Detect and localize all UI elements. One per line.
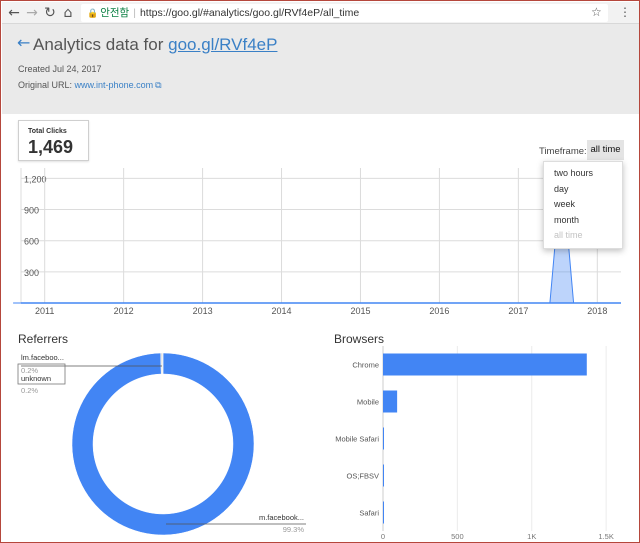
x-tick-label: 1K [527,532,536,541]
pct-lm-facebook: 0.2% [21,366,38,375]
pct-unknown: 0.2% [21,386,38,395]
page-header: ← Analytics data for goo.gl/RVf4eP Creat… [2,24,639,114]
title-prefix: Analytics data for [33,35,164,54]
original-url: Original URL: www.int-phone.com ⧉ [18,80,162,91]
x-tick-label: 2014 [272,306,292,316]
browsers-bar-chart: 0 500 1K 1.5K Chrome Mobile Mobile Safari OS;FB… [335,346,614,541]
y-tick-label: 600 [24,237,39,247]
secure-label: 안전함 [100,7,130,19]
home-icon[interactable]: ⌂ [63,5,73,21]
x-tick-label: 1.5K [598,532,613,541]
category-label: Safari [359,509,379,518]
back-arrow-icon[interactable]: ← [17,33,31,52]
x-tick-label: 500 [451,532,464,541]
x-tick-label: 0 [381,532,385,541]
timeframe-option-day[interactable]: day [554,183,569,194]
x-tick-label: 2012 [114,306,134,316]
browser-menu-icon[interactable]: ⋮ [619,5,631,19]
referrers-title: Referrers [18,332,69,346]
total-clicks-card: Total Clicks 1,469 [18,120,89,161]
original-url-link[interactable]: www.int-phone.com [74,80,154,90]
bar-safari [383,501,384,524]
forward-icon[interactable]: → [26,5,38,21]
timeframe-select[interactable]: all time [587,140,624,160]
bar-os-fbsv [383,464,384,487]
x-tick-label: 2011 [35,306,54,316]
timeframe-option-month[interactable]: month [554,214,580,225]
browsers-title: Browsers [334,332,385,346]
short-url-link[interactable]: goo.gl/RVf4eP [168,35,278,54]
lock-icon: 🔒 [87,9,99,19]
x-tick-label: 2015 [350,306,370,316]
reload-icon[interactable]: ↻ [44,5,56,21]
clicks-area-series [13,167,621,304]
url-text[interactable]: https://goo.gl/#analytics/goo.gl/RVf4eP/… [139,7,360,19]
external-link-icon[interactable]: ⧉ [155,81,162,91]
back-icon[interactable]: ← [8,5,20,21]
category-label: Mobile Safari [335,435,379,444]
label-m-facebook: m.facebook... [259,513,304,522]
x-tick-label: 2017 [508,306,528,316]
category-label: Mobile [357,398,379,407]
timeframe-option-two-hours[interactable]: two hours [554,168,594,178]
x-tick-label: 2013 [193,306,213,316]
bar-mobile-safari [383,427,384,450]
clicks-timeline-chart: 300 600 900 1,200 2011 2012 2013 2014 2015 2016 20… [13,167,621,316]
slice-m-facebook [71,352,255,536]
label-lm-facebook: lm.faceboo... [21,353,64,362]
slice-unknown [161,352,164,375]
timeframe-option-week[interactable]: week [554,199,576,209]
label-unknown: unknown [21,374,51,383]
browser-toolbar: ← → ↻ ⌂ 🔒 안전함 | https://goo.gl/#analytics/g… [2,2,639,24]
y-tick-label: 300 [24,268,39,278]
category-label: Chrome [352,361,379,370]
y-tick-label: 900 [24,206,39,216]
page-title: Analytics data for goo.gl/RVf4eP [33,35,277,55]
timeframe-label: Timeframe: [539,146,587,157]
bar-mobile [383,390,398,413]
total-clicks-label: Total Clicks [28,128,67,135]
timeframe-option-all-time: all time [554,230,583,240]
referrers-donut-chart: m.facebook...99.3%lm.faceboo...0.2%unkno… [17,352,306,536]
x-tick-label: 2016 [429,306,449,316]
bookmark-star-icon[interactable]: ☆ [591,5,602,19]
tooltip-box [17,363,66,385]
timeframe-dropdown: two hours day week month all time [543,161,623,249]
y-tick-label: 1,200 [24,174,47,184]
created-date: Created Jul 24, 2017 [18,64,102,74]
bar-chrome [383,353,587,376]
x-tick-label: 2018 [587,306,607,316]
address-bar[interactable]: 🔒 안전함 | https://goo.gl/#analytics/goo.gl/RV… [81,4,608,22]
url-separator: | [133,7,136,19]
total-clicks-value: 1,469 [28,137,74,157]
original-url-label: Original URL: [18,80,73,90]
pct-m-facebook: 99.3% [283,525,305,534]
category-label: OS;FBSV [346,472,379,481]
